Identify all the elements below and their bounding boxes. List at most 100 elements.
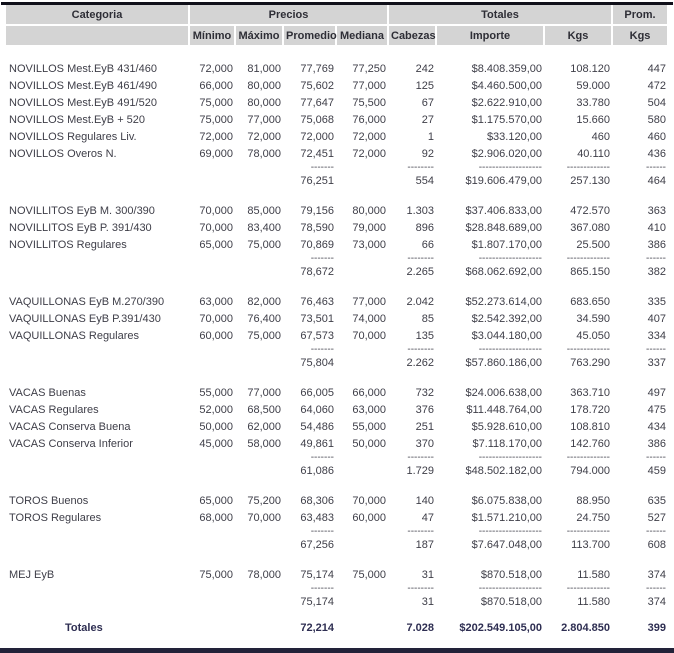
cell-mediana: 70,000 bbox=[352, 494, 386, 507]
cell-promedio: 54,486 bbox=[300, 420, 334, 433]
cell-mediana: 80,000 bbox=[352, 204, 386, 217]
table-row: VACAS Conserva Inferior 45,000 58,000 49,86… bbox=[5, 435, 668, 452]
cell-maximo: 72,000 bbox=[247, 130, 281, 143]
cell-prom-kgs: 434 bbox=[647, 420, 667, 433]
cell-categoria bbox=[5, 583, 189, 593]
cell-kgs: 40.110 bbox=[577, 147, 611, 160]
table-row: VACAS Buenas 55,000 77,000 66,005 66,000 732 $… bbox=[5, 384, 668, 401]
cell-cabezas: -------- bbox=[407, 344, 434, 354]
cell-kgs bbox=[544, 371, 612, 384]
cell-categoria: TOROS Regulares bbox=[9, 511, 102, 524]
cell-prom-kgs: 497 bbox=[647, 386, 667, 399]
cell-minimo: 75,000 bbox=[199, 568, 233, 581]
cell-kgs: 363.710 bbox=[570, 386, 611, 399]
header-prom-kgs: Kgs bbox=[611, 25, 670, 47]
top-border-bar bbox=[1, 2, 673, 5]
cell-kgs: ------------- bbox=[566, 162, 611, 172]
cell-prom-kgs: 374 bbox=[647, 568, 667, 581]
header-group-row: Categoria Precios Totales Prom. bbox=[4, 5, 670, 26]
cell-kgs: 178.720 bbox=[570, 403, 611, 416]
cell-minimo: 50,000 bbox=[199, 420, 233, 433]
cell-kgs: 257.130 bbox=[570, 174, 611, 187]
cell-maximo: 78,000 bbox=[247, 147, 281, 160]
cell-maximo: 68,500 bbox=[247, 403, 281, 416]
cell-kgs bbox=[544, 479, 612, 492]
cell-cabezas: 1.303 bbox=[406, 204, 434, 217]
cell-importe: $870.518,00 bbox=[480, 595, 542, 608]
cell-minimo bbox=[189, 263, 235, 280]
cell-mediana: 72,000 bbox=[352, 147, 386, 160]
cell-promedio bbox=[283, 553, 336, 566]
cell-kgs: ------------- bbox=[566, 253, 611, 263]
cell-promedio: 75,804 bbox=[300, 356, 334, 369]
cell-categoria bbox=[5, 593, 189, 610]
cell-maximo: 81,000 bbox=[247, 62, 281, 75]
cell-categoria: VACAS Buenas bbox=[9, 386, 86, 399]
cell-categoria: MEJ EyB bbox=[9, 568, 55, 581]
cell-mediana bbox=[336, 189, 388, 202]
cell-promedio: 64,060 bbox=[300, 403, 334, 416]
cell-prom-kgs bbox=[612, 46, 668, 60]
cell-maximo bbox=[235, 593, 283, 610]
cell-prom-kgs: 363 bbox=[647, 204, 667, 217]
cell-minimo bbox=[189, 536, 235, 553]
cell-categoria: VACAS Regulares bbox=[9, 403, 99, 416]
cell-prom-kgs: 399 bbox=[647, 622, 667, 634]
cell-minimo bbox=[189, 344, 235, 354]
cell-prom-kgs: 527 bbox=[647, 511, 667, 524]
cell-kgs: 11.580 bbox=[577, 568, 611, 581]
cell-importe: $33.120,00 bbox=[486, 130, 542, 143]
cell-kgs: 865.150 bbox=[570, 265, 611, 278]
cell-mediana bbox=[336, 610, 388, 637]
cell-importe bbox=[436, 46, 544, 60]
cell-categoria: VAQUILLONAS EyB M.270/390 bbox=[9, 295, 165, 308]
cell-kgs: 108.120 bbox=[570, 62, 611, 75]
cell-importe: $8.408.359,00 bbox=[471, 62, 542, 75]
cell-cabezas: -------- bbox=[407, 162, 434, 172]
table-row: TOROS Buenos 65,000 75,200 68,306 70,000 140 $… bbox=[5, 492, 668, 509]
cell-cabezas: 125 bbox=[415, 79, 434, 92]
cell-promedio: 72,214 bbox=[300, 622, 334, 634]
cell-categoria: TOROS Buenos bbox=[9, 494, 89, 507]
cell-mediana bbox=[336, 536, 388, 553]
cell-maximo bbox=[235, 583, 283, 593]
cell-cabezas: 85 bbox=[421, 312, 434, 325]
cell-categoria: NOVILLITOS EyB P. 391/430 bbox=[9, 221, 152, 234]
separator-row: ------- -------- ------------------- ------… bbox=[5, 452, 668, 462]
table-row: NOVILLOS Mest.EyB 491/520 75,000 80,000 77,… bbox=[5, 94, 668, 111]
cell-mediana: 72,000 bbox=[352, 130, 386, 143]
cell-maximo bbox=[235, 479, 283, 492]
cell-mediana: 77,000 bbox=[352, 295, 386, 308]
cell-maximo: 83,400 bbox=[247, 221, 281, 234]
cell-minimo: 66,000 bbox=[199, 79, 233, 92]
cell-maximo: 85,000 bbox=[247, 204, 281, 217]
cell-maximo bbox=[235, 253, 283, 263]
table-row: VAQUILLONAS EyB M.270/390 63,000 82,000 76,… bbox=[5, 293, 668, 310]
cell-importe: $3.044.180,00 bbox=[471, 329, 542, 342]
cell-promedio: ------- bbox=[310, 526, 334, 536]
cell-mediana bbox=[336, 452, 388, 462]
cell-kgs: 24.750 bbox=[576, 511, 611, 524]
cell-importe: ------------------- bbox=[478, 253, 542, 263]
cell-maximo: 75,000 bbox=[247, 329, 281, 342]
cell-cabezas: 370 bbox=[415, 437, 434, 450]
cell-mediana: 75,000 bbox=[352, 568, 386, 581]
table-row: NOVILLOS Mest.EyB 461/490 66,000 80,000 75,… bbox=[5, 77, 668, 94]
cell-promedio bbox=[283, 280, 336, 293]
cell-prom-kgs: 459 bbox=[647, 464, 667, 477]
cell-promedio: ------- bbox=[310, 344, 334, 354]
cell-categoria: NOVILLITOS Regulares bbox=[9, 238, 127, 251]
cell-promedio: 63,483 bbox=[300, 511, 334, 524]
subtotal-row: 76,251 554 $19.606.479,00 257.130 464 bbox=[5, 172, 668, 189]
cell-mediana bbox=[336, 462, 388, 479]
cell-minimo: 45,000 bbox=[199, 437, 233, 450]
cell-promedio: 61,086 bbox=[300, 464, 334, 477]
cell-cabezas: 376 bbox=[415, 403, 434, 416]
cell-mediana bbox=[336, 263, 388, 280]
cell-prom-kgs: 337 bbox=[647, 356, 667, 369]
cell-categoria bbox=[5, 162, 189, 172]
cell-mediana bbox=[336, 553, 388, 566]
cell-importe: ------------------- bbox=[478, 452, 542, 462]
cell-promedio: 77,769 bbox=[300, 62, 334, 75]
cell-mediana: 76,000 bbox=[352, 113, 386, 126]
